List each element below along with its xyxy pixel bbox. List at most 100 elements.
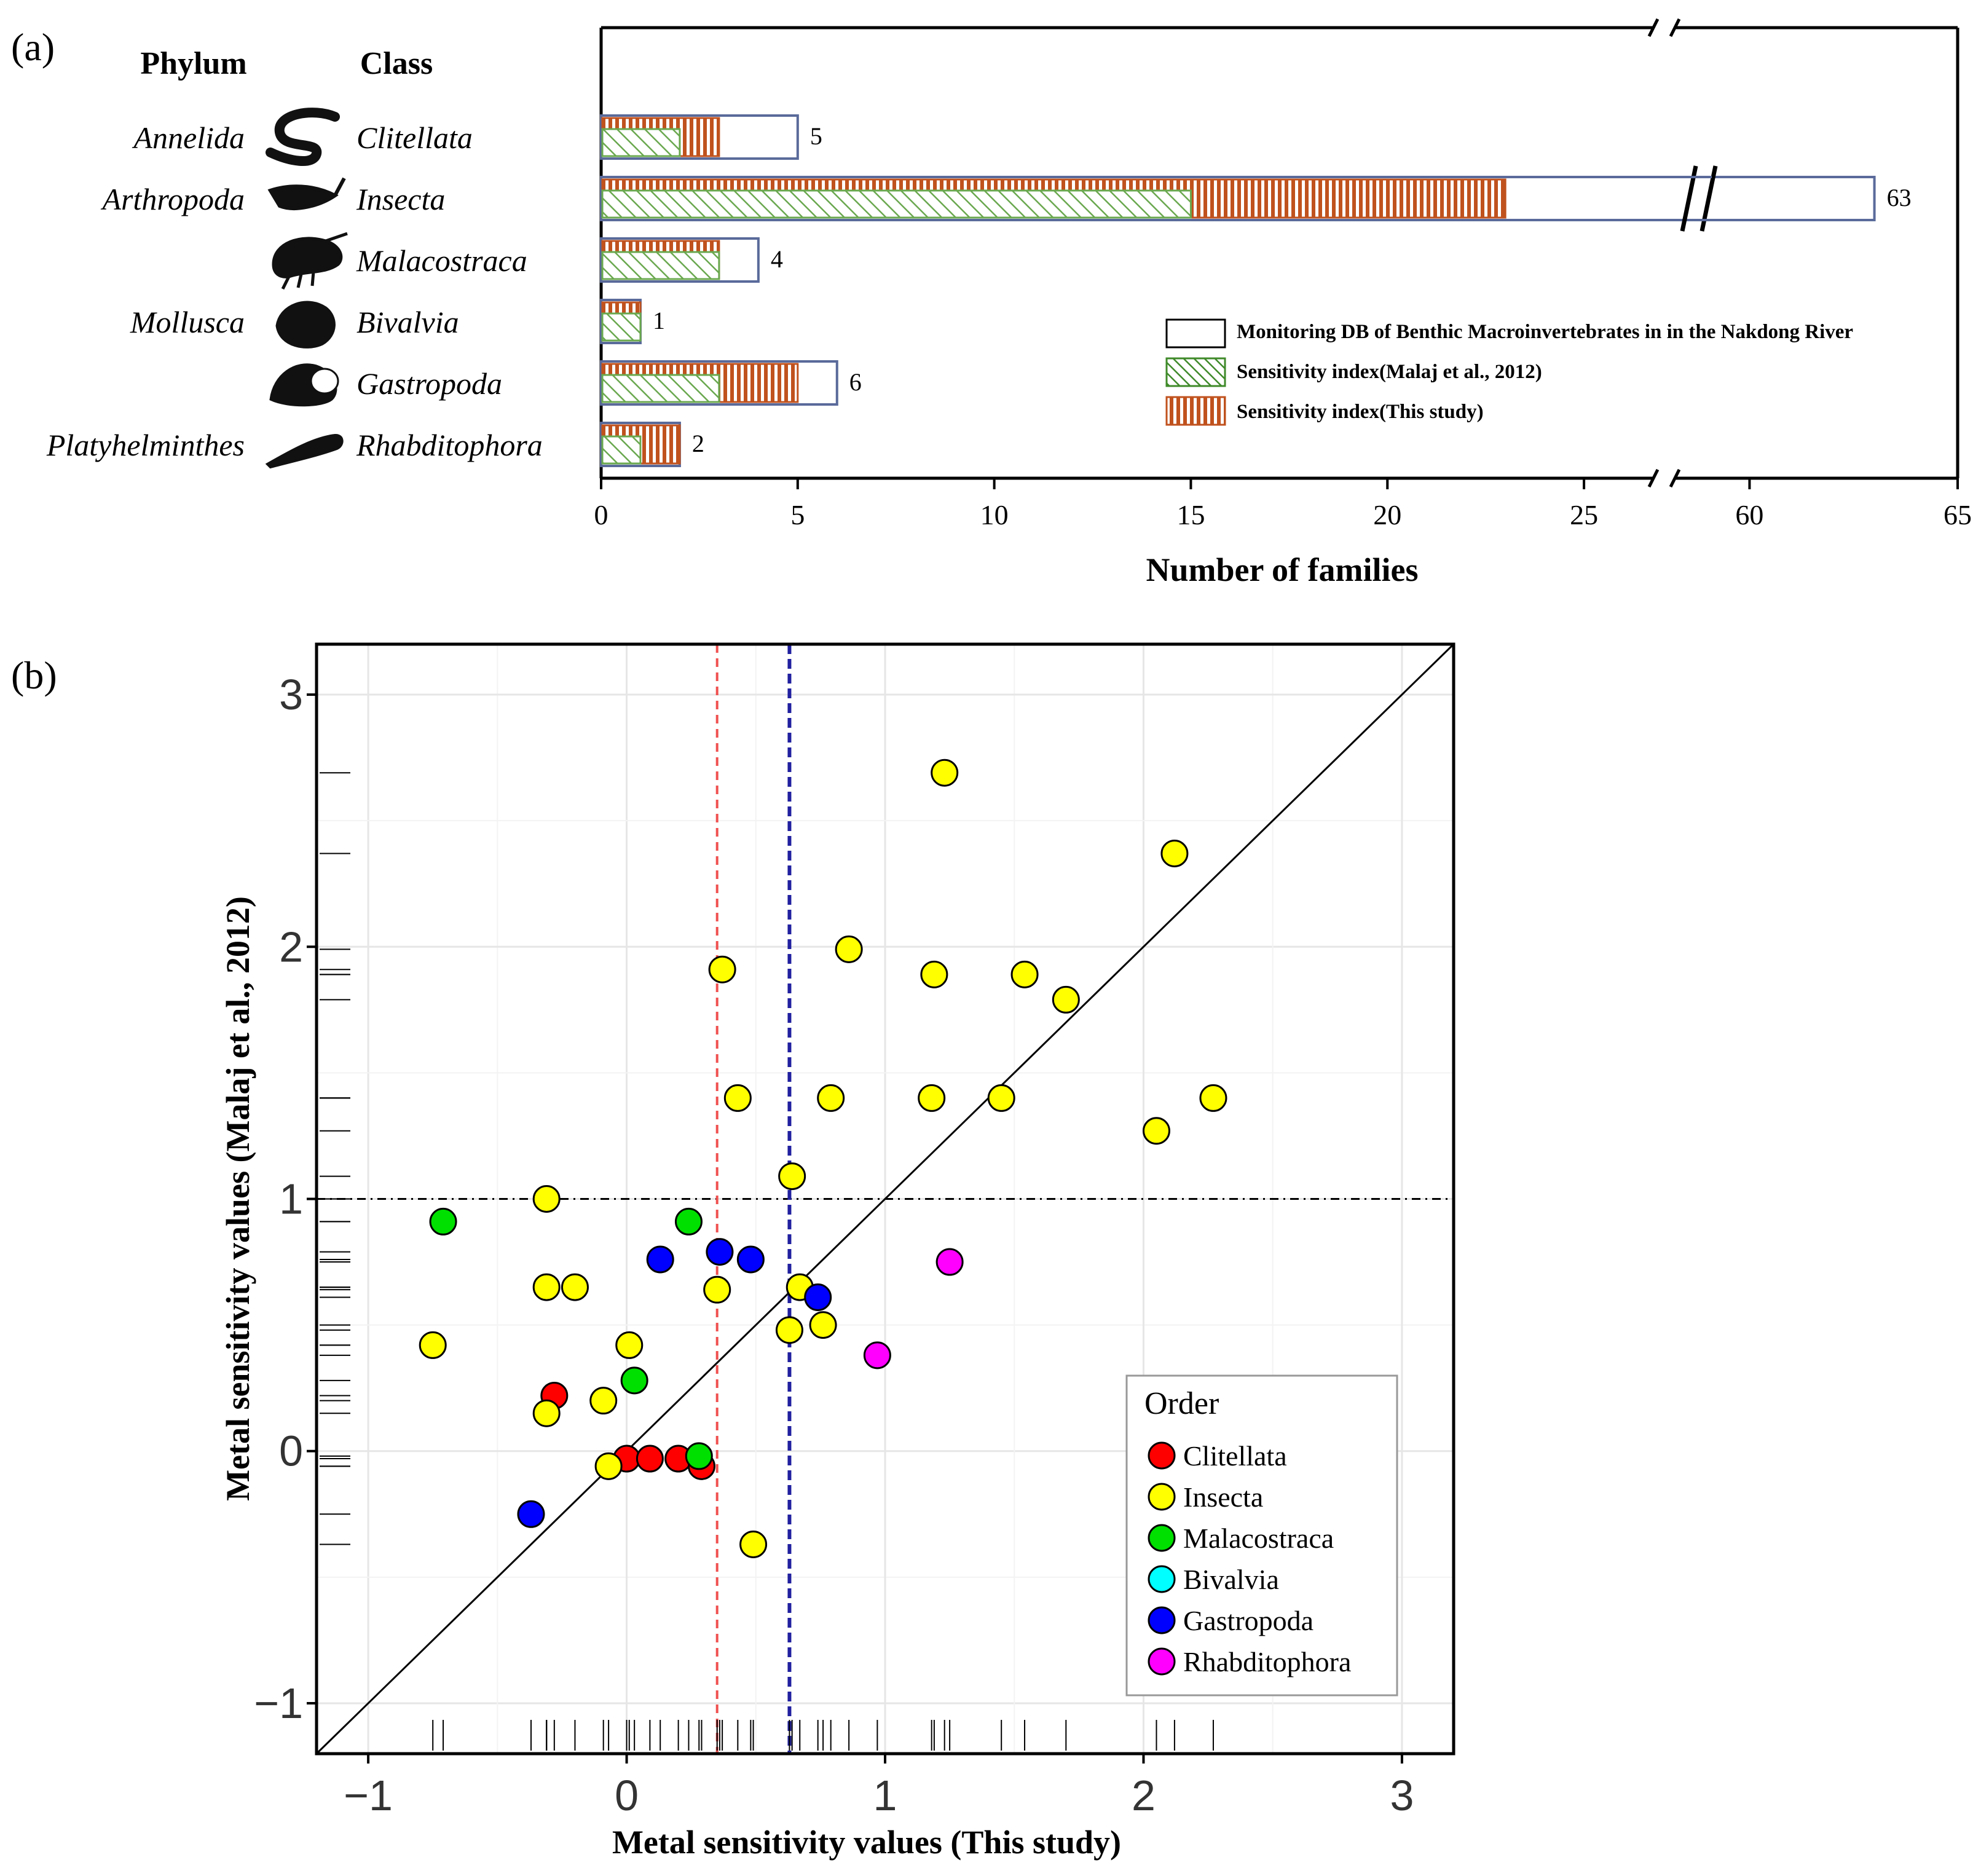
bar-malaj [601, 435, 642, 465]
panel-a-value-labels: 5 63 4 1 6 2 [653, 122, 1912, 457]
data-point-malacostraca [685, 1442, 713, 1470]
bar-malaj [601, 374, 720, 403]
legend-swatch-monitoring [1165, 318, 1226, 349]
data-point-insecta [739, 1531, 768, 1559]
legend-swatch-malaj [1165, 357, 1226, 387]
panel-a-legend: Monitoring DB of Benthic Macroinvertebra… [1165, 318, 1853, 426]
shrimp-icon [272, 232, 348, 290]
flatworm-icon [265, 434, 344, 469]
data-point-rhabditophora [863, 1341, 891, 1370]
phylum-label: Mollusca [130, 305, 245, 339]
data-point-gastropoda [646, 1245, 674, 1274]
panel-a-x-ticks: 0 5 10 15 20 25 60 65 [594, 478, 1972, 530]
panel-b-y-label: Metal sensitivity values (Malaj et al., … [219, 896, 256, 1501]
data-point-insecta [708, 955, 736, 983]
gastropod-shell-opening [310, 368, 339, 395]
x-tick-label: 3 [1390, 1772, 1414, 1819]
legend-label-malaj: Sensitivity index(Malaj et al., 2012) [1237, 361, 1542, 383]
data-point-insecta [1010, 960, 1039, 988]
x-tick-label: 60 [1735, 499, 1763, 530]
data-point-insecta [775, 1316, 803, 1344]
data-point-clitellata [636, 1444, 664, 1473]
bar-value-label: 4 [771, 245, 783, 273]
y-tick-label: 3 [279, 671, 303, 719]
x-tick-label: 10 [980, 499, 1009, 530]
class-label: Malacostraca [356, 243, 527, 278]
legend-swatch-this-study [1165, 396, 1226, 426]
y-tick-label: 2 [279, 923, 303, 971]
insect-larva-icon [267, 177, 346, 210]
axis-break-mark [1647, 18, 1660, 37]
data-point-insecta [532, 1185, 561, 1213]
panel-b-legend-items: Clitellata Insecta Malacostraca Bivalvia Gas… [1148, 1440, 1351, 1677]
panel-a-x-label: Number of families [1146, 551, 1419, 588]
bar-value-label: 1 [653, 307, 665, 334]
legend-label-rhabditophora: Rhabditophora [1183, 1646, 1351, 1677]
data-point-gastropoda [706, 1238, 734, 1266]
y-tick-label: −1 [254, 1679, 303, 1727]
class-labels: Clitellata Insecta Malacostraca Bivalvia Gas… [356, 120, 543, 462]
x-tick-label: 1 [873, 1772, 897, 1819]
x-tick-label: 5 [790, 499, 805, 530]
x-tick-label: 20 [1373, 499, 1401, 530]
axis-break-mark [1647, 468, 1660, 488]
bar-value-label: 2 [692, 430, 704, 457]
bar-malaj [601, 312, 642, 342]
bivalve-icon [275, 301, 336, 349]
data-point-insecta [594, 1452, 623, 1480]
panel-b-y-ticks: −1 0 1 2 3 [254, 671, 317, 1727]
legend-marker-insecta [1148, 1483, 1176, 1511]
organism-icons [265, 108, 348, 469]
panel-b-label: (b) [11, 653, 57, 697]
legend-marker-rhabditophora [1148, 1647, 1176, 1676]
data-point-malacostraca [674, 1207, 703, 1236]
data-point-insecta [561, 1273, 589, 1301]
panel-b-rug-marks [320, 772, 1214, 1751]
panel-b-x-label: Metal sensitivity values (This study) [612, 1824, 1121, 1861]
legend-label-bivalvia: Bivalvia [1183, 1564, 1279, 1595]
legend-label-this-study: Sensitivity index(This study) [1237, 401, 1484, 423]
data-point-insecta [532, 1399, 561, 1427]
data-point-insecta [1052, 985, 1080, 1014]
panel-b-reference-lines [315, 643, 1455, 1755]
legend-marker-clitellata [1148, 1441, 1176, 1470]
panel-b-legend-title: Order [1144, 1386, 1219, 1421]
y-tick-label: 1 [279, 1175, 303, 1223]
data-point-gastropoda [517, 1500, 545, 1528]
worm-icon [266, 108, 340, 166]
data-point-insecta [809, 1311, 837, 1339]
data-point-insecta [532, 1273, 561, 1301]
panel-b-legend: Order Clitellata Insecta Malacostraca Bival… [1125, 1374, 1398, 1697]
phylum-labels: Annelida Arthropoda Mollusca Platyhelminthe… [46, 120, 245, 462]
bar-malaj [601, 189, 1192, 219]
phylum-label: Platyhelminthes [46, 428, 245, 462]
legend-label-malacostraca: Malacostraca [1183, 1523, 1334, 1554]
panel-a: (a) Phylum Class Annelida Arthropoda Mollu… [11, 18, 1972, 588]
y-tick-label: 0 [279, 1427, 303, 1475]
panel-a-bars [600, 114, 1876, 467]
legend-label-clitellata: Clitellata [1183, 1440, 1287, 1472]
bar-malaj [601, 251, 720, 280]
data-point-insecta [987, 1084, 1015, 1112]
data-point-insecta [703, 1275, 731, 1304]
data-point-insecta [817, 1084, 845, 1112]
class-label: Clitellata [356, 120, 473, 155]
data-point-rhabditophora [935, 1248, 964, 1276]
panel-b: (b) −1 0 1 2 3 −1 0 1 2 3 Metal sensitivity valu… [11, 642, 1455, 1861]
data-point-insecta [589, 1387, 618, 1415]
data-point-insecta [778, 1162, 806, 1191]
class-label: Gastropoda [356, 366, 502, 401]
data-point-insecta [931, 759, 959, 787]
x-tick-label: 65 [1944, 499, 1972, 530]
bar-value-label: 63 [1887, 184, 1912, 211]
data-point-malacostraca [620, 1366, 648, 1395]
phylum-label: Arthropoda [101, 182, 245, 216]
data-point-insecta [1199, 1084, 1227, 1112]
data-point-insecta [835, 935, 863, 963]
legend-label-monitoring: Monitoring DB of Benthic Macroinvertebra… [1237, 321, 1853, 343]
panel-a-label: (a) [11, 25, 55, 69]
data-point-insecta [918, 1084, 946, 1112]
data-point-gastropoda [736, 1245, 765, 1274]
bar-value-label: 6 [849, 368, 862, 396]
